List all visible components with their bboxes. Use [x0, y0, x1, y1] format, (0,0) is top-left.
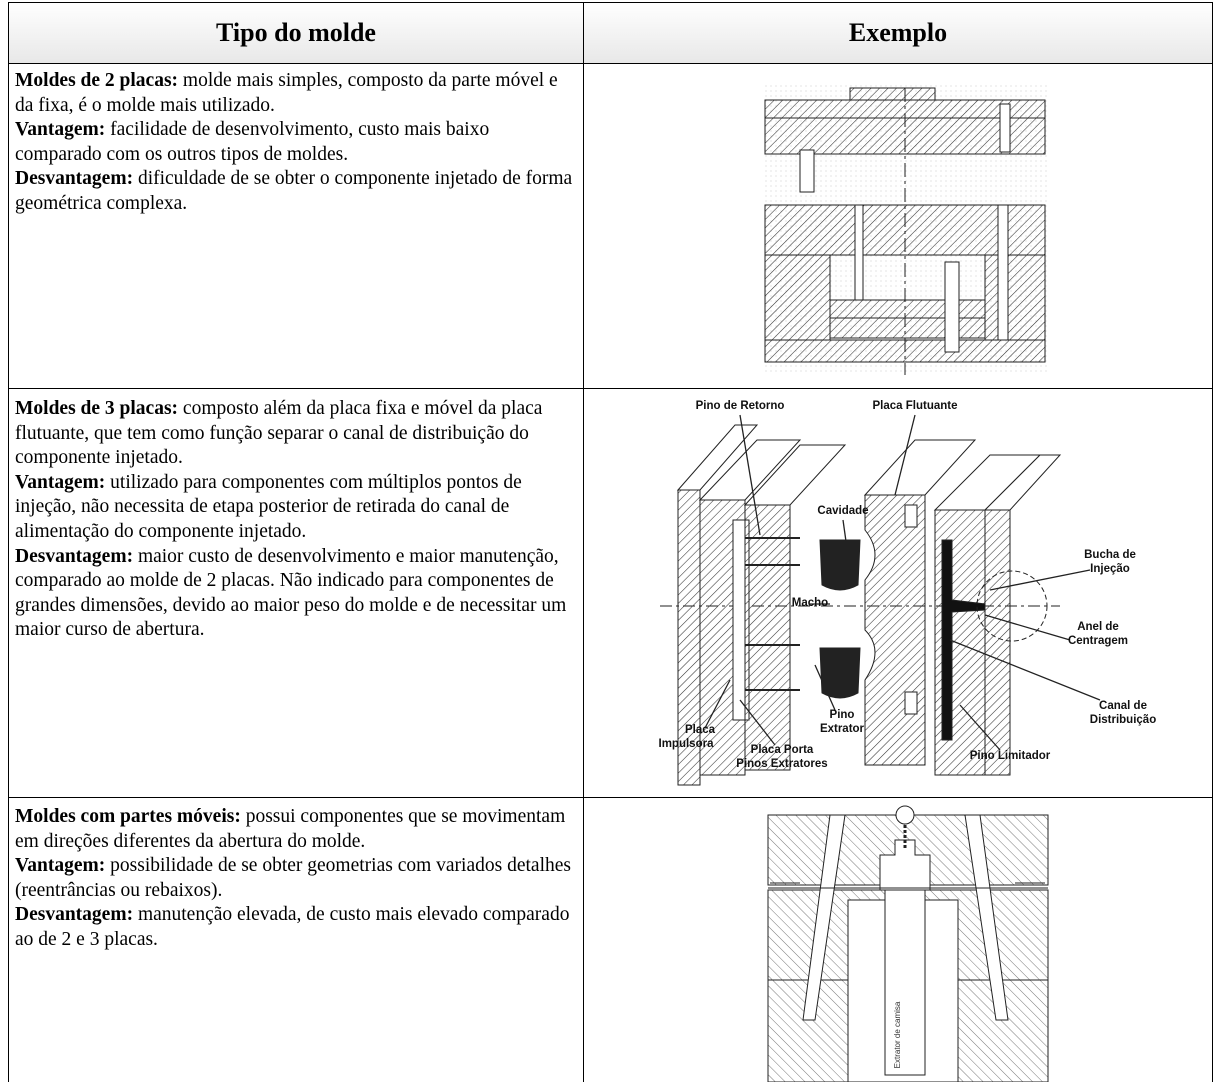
paragraph-text: maior custo de desenvolvimento e maior m…: [15, 545, 567, 641]
figure-label: Macho: [792, 597, 828, 609]
figure-three-plate: Pino de Retorno Placa Flutuante Cavidade Bu…: [659, 400, 1156, 786]
border: [583, 2, 584, 1082]
paragraph-text: manutenção elevada, de custo mais elevad…: [15, 904, 570, 950]
figure-label: Pino: [830, 709, 855, 721]
figure-label: Placa Porta: [751, 744, 814, 756]
figure-label: Distribuição: [1090, 714, 1156, 726]
paragraph-label: Vantagem:: [15, 119, 106, 141]
border: [8, 2, 9, 1082]
border: [8, 797, 1213, 798]
row-text: Moldes de 2 placas: molde mais simples, …: [15, 69, 577, 217]
figure-label: Pino de Retorno: [696, 400, 785, 412]
border: [8, 63, 1213, 64]
header-cell: Tipo do molde: [9, 2, 583, 63]
figure-label: Extrator: [820, 723, 865, 735]
paragraph-label: Desvantagem:: [15, 904, 134, 926]
figure-label: Canal de: [1099, 700, 1147, 712]
figure-label: Placa: [685, 724, 716, 736]
paragraph-text: possui componentes que se movimentam em …: [15, 806, 566, 852]
figure-label: Impulsora: [659, 738, 715, 750]
paragraph-label: Vantagem:: [15, 855, 106, 877]
paragraph: Moldes com partes móveis: possui compone…: [15, 805, 577, 854]
paragraph-text: composto além da placa fixa e móvel da p…: [15, 398, 543, 469]
border: [8, 388, 1213, 389]
figure-moving-parts: Extrator de camisa: [767, 805, 1049, 1082]
figure-label: Extrator de camisa: [893, 1001, 902, 1068]
figure-label: Injeção: [1090, 563, 1130, 575]
paragraph-label: Moldes com partes móveis:: [15, 806, 241, 827]
figure-label: Cavidade: [817, 505, 868, 517]
paragraph-label: Desvantagem:: [15, 545, 134, 567]
paragraph-text: utilizado para componentes com múltiplos…: [15, 471, 522, 542]
paragraph: Moldes de 2 placas: molde mais simples, …: [15, 69, 577, 118]
figure-label: Anel de: [1077, 621, 1119, 633]
figure-label: Pinos Extratores: [736, 758, 827, 770]
paragraph-label: Vantagem:: [15, 471, 106, 493]
figure-label: Centragem: [1068, 635, 1128, 647]
paragraph-text: possibilidade de se obter geometrias com…: [15, 855, 571, 901]
paragraph: Vantagem: utilizado para componentes com…: [15, 471, 577, 545]
paragraph-text: dificuldade de se obter o componente inj…: [15, 168, 573, 214]
paragraph: Vantagem: facilidade de desenvolvimento,…: [15, 118, 577, 167]
paragraph: Desvantagem: maior custo de desenvolvime…: [15, 545, 577, 643]
figure-label: Pino Limitador: [970, 750, 1051, 762]
paragraph-text: facilidade de desenvolvimento, custo mai…: [15, 119, 490, 165]
figure-label: Placa Flutuante: [873, 400, 958, 412]
paragraph-label: Moldes de 2 placas:: [15, 70, 179, 91]
paragraph: Desvantagem: dificuldade de se obter o c…: [15, 167, 577, 216]
paragraph-text: molde mais simples, composto da parte mó…: [15, 70, 558, 116]
header-cell: Exemplo: [584, 2, 1212, 63]
border: [8, 2, 1213, 3]
figure-two-plate: [764, 85, 1050, 375]
paragraph: Moldes de 3 placas: composto além da pla…: [15, 397, 577, 471]
border: [1212, 2, 1213, 1082]
paragraph: Vantagem: possibilidade de se obter geom…: [15, 854, 577, 903]
row-text: Moldes de 3 placas: composto além da pla…: [15, 397, 577, 643]
paragraph-label: Desvantagem:: [15, 168, 134, 190]
row-text: Moldes com partes móveis: possui compone…: [15, 805, 577, 953]
paragraph-label: Moldes de 3 placas:: [15, 398, 179, 419]
figure-label: Bucha de: [1084, 549, 1136, 561]
paragraph: Desvantagem: manutenção elevada, de cust…: [15, 903, 577, 952]
